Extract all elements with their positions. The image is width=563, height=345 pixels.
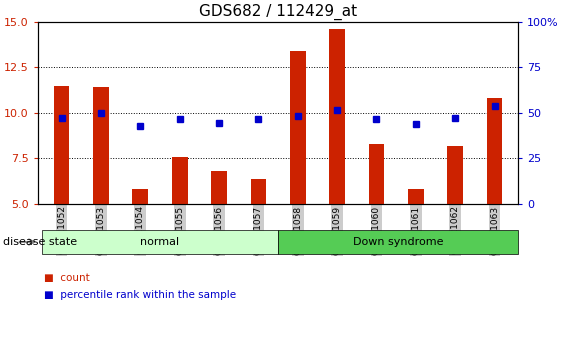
Bar [211, 171, 227, 204]
Text: ■  count: ■ count [43, 273, 90, 283]
Title: GDS682 / 112429_at: GDS682 / 112429_at [199, 4, 357, 20]
Text: normal: normal [140, 237, 180, 247]
Bar [132, 189, 148, 204]
Bar [53, 86, 69, 204]
Text: disease state: disease state [3, 237, 77, 247]
Bar [290, 51, 306, 204]
Text: Down syndrome: Down syndrome [353, 237, 444, 247]
Bar [251, 179, 266, 204]
Bar [408, 189, 424, 204]
Bar [329, 29, 345, 204]
Bar [93, 87, 109, 204]
Bar [369, 144, 385, 204]
Bar [486, 98, 502, 204]
Bar [448, 146, 463, 204]
Text: ■  percentile rank within the sample: ■ percentile rank within the sample [43, 290, 236, 300]
Bar [172, 157, 187, 204]
